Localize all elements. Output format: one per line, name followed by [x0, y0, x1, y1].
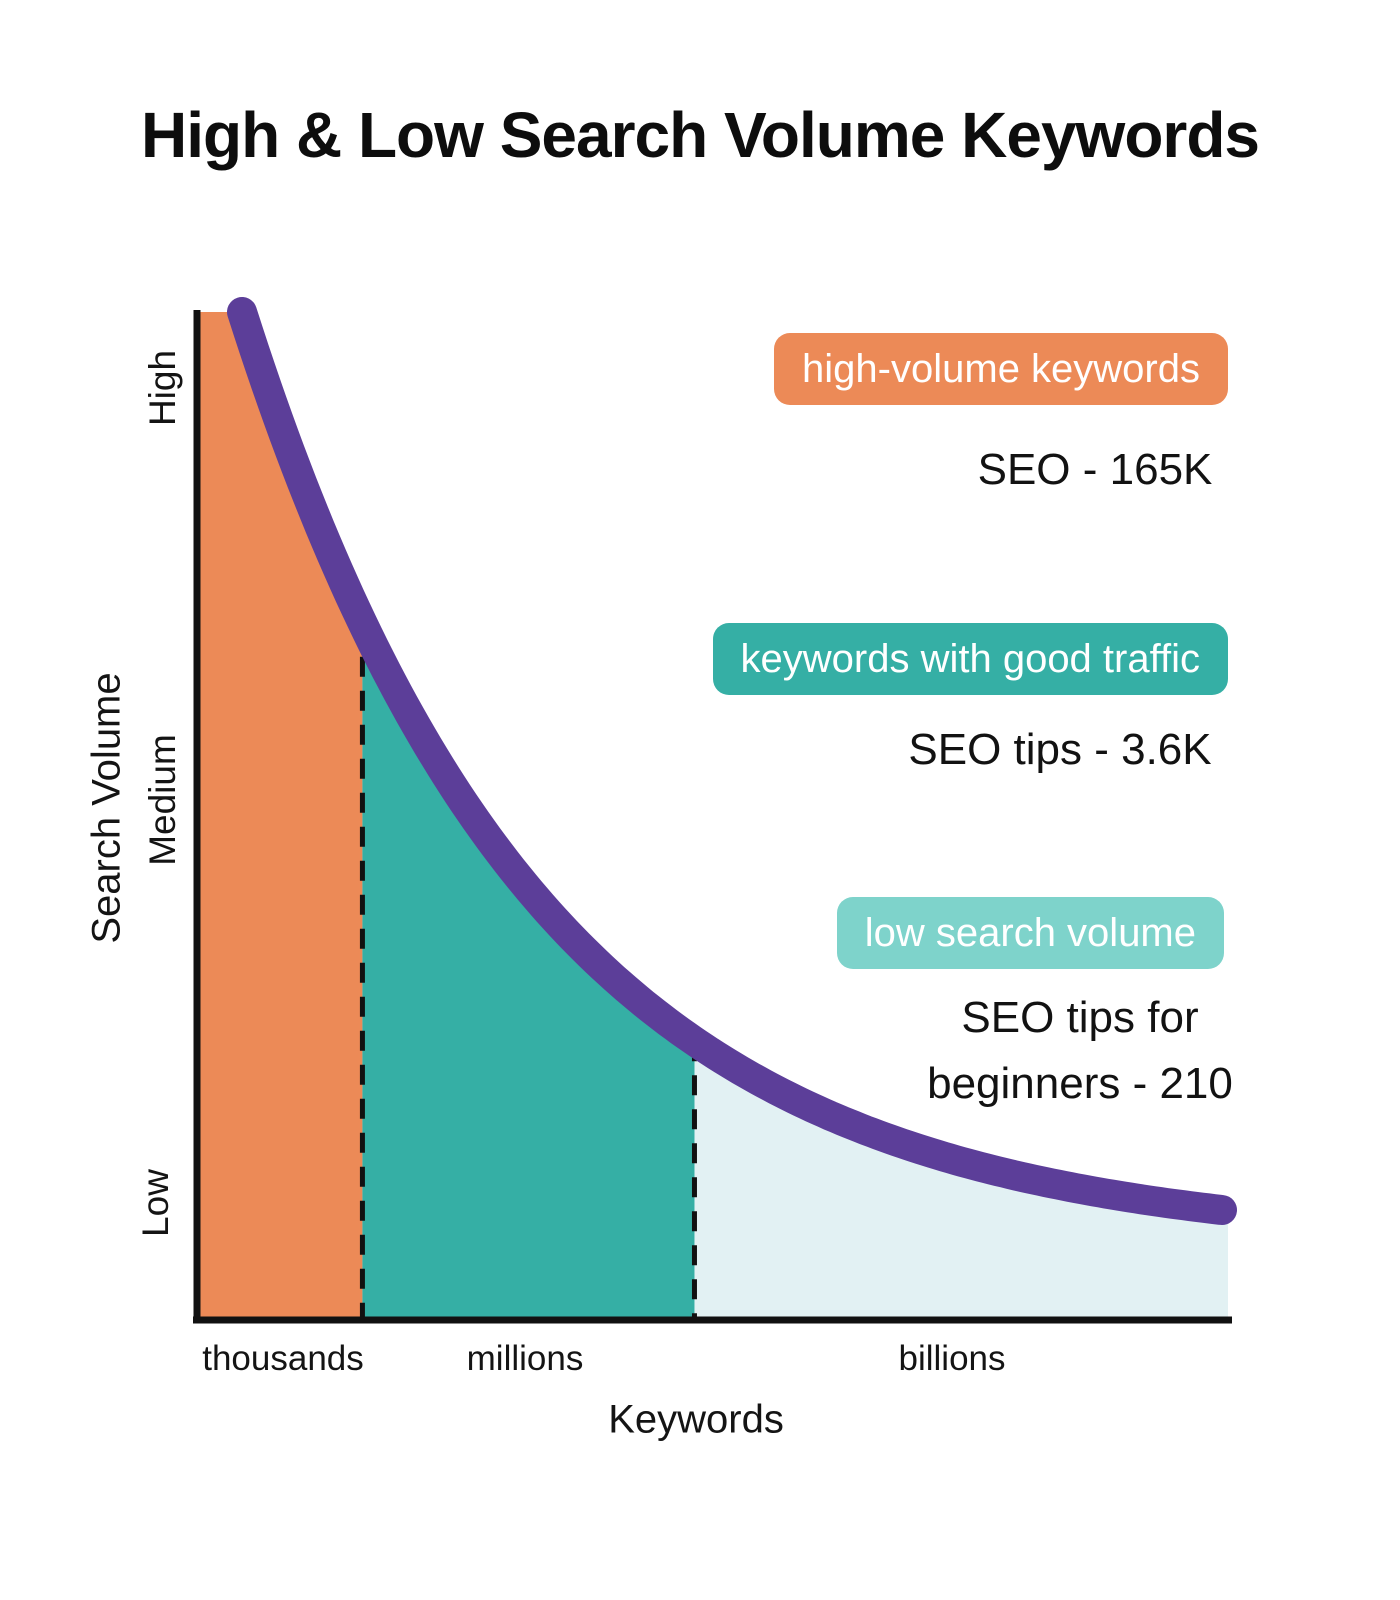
- example-keyword-good-traffic: SEO tips - 3.6K: [908, 725, 1212, 774]
- badge-high-volume-keywords: high-volume keywords: [774, 333, 1228, 405]
- badge-low-search-volume: low search volume: [836, 897, 1224, 969]
- badge-keywords-with-good-traffic: keywords with good traffic: [712, 623, 1228, 695]
- y-tick-low: Low: [135, 1169, 176, 1237]
- y-axis-title: Search Volume: [84, 672, 129, 944]
- y-tick-medium: Medium: [142, 734, 183, 866]
- x-tick-billions: billions: [898, 1339, 1006, 1378]
- chart-title: High & Low Search Volume Keywords: [140, 99, 1260, 171]
- x-tick-thousands: thousands: [202, 1339, 364, 1378]
- example-keyword-low-volume: SEO tips for beginners - 210: [927, 993, 1233, 1108]
- example-keyword-high-volume: SEO - 165K: [977, 445, 1213, 494]
- x-axis-title: Keywords: [608, 1397, 784, 1442]
- demand-curve: [227, 297, 1237, 1225]
- x-tick-millions: millions: [466, 1339, 584, 1378]
- region-fill-billions: [694, 1041, 1228, 1318]
- y-tick-high: High: [142, 349, 183, 427]
